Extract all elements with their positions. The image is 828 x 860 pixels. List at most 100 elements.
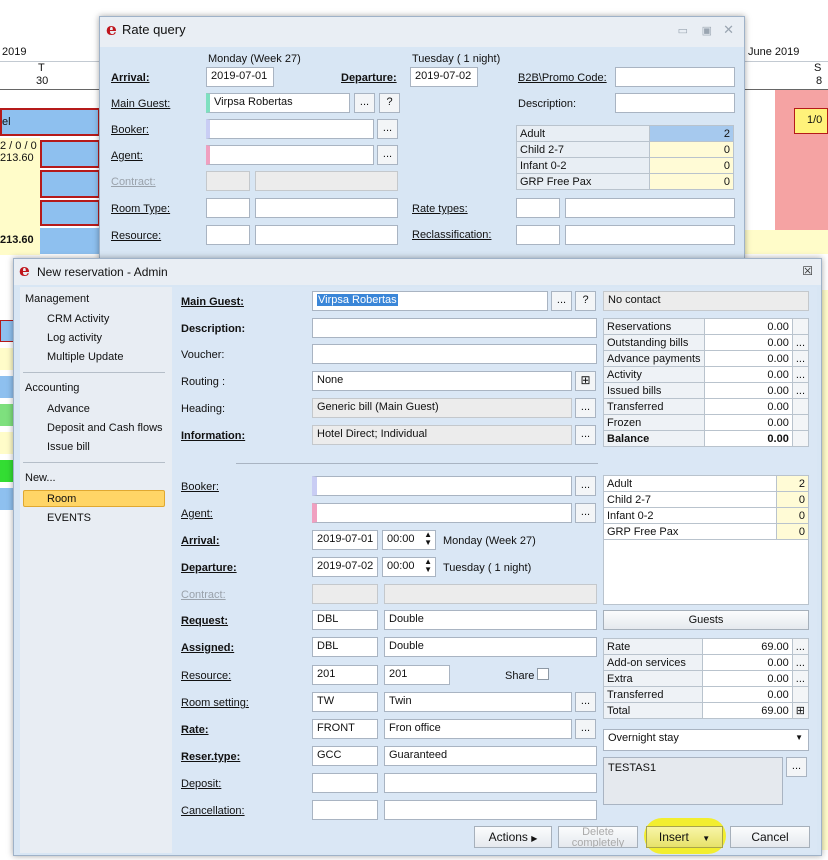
main-guest-help-button[interactable]: ?: [379, 93, 400, 113]
arrival-field[interactable]: 2019-07-01: [206, 67, 274, 87]
minimize-icon[interactable]: ▭: [677, 25, 688, 37]
reclassification-code-field[interactable]: [516, 225, 560, 245]
booker-field[interactable]: [206, 119, 374, 139]
departure-time-field[interactable]: 00:00 ▲ ▼: [382, 557, 436, 577]
resource-name-field[interactable]: [255, 225, 398, 245]
share-checkbox[interactable]: [537, 668, 549, 680]
pax-value[interactable]: 0: [649, 157, 734, 174]
close-icon[interactable]: ✕: [723, 22, 734, 37]
chevron-down-icon[interactable]: ▼: [795, 733, 803, 742]
assigned-name-field[interactable]: Double: [384, 637, 597, 657]
pax-value[interactable]: 0: [776, 491, 809, 508]
sidebar-item-issue-bill[interactable]: Issue bill: [47, 441, 90, 453]
insert-button[interactable]: Insert ▼: [646, 826, 723, 848]
maximize-icon[interactable]: ▣: [701, 25, 712, 37]
contract-code-field[interactable]: [206, 171, 250, 191]
assigned-code-field[interactable]: DBL: [312, 637, 378, 657]
actions-button[interactable]: Actions ▶: [474, 826, 552, 848]
balance-browse-button[interactable]: ...: [791, 350, 810, 367]
rate-types-code-field[interactable]: [516, 198, 560, 218]
planner-booking-tag[interactable]: 1/0: [794, 108, 828, 134]
pax-value[interactable]: 2: [776, 475, 809, 492]
planner-booking-cell[interactable]: 2 / 0 / 0 213.60 213.60: [0, 138, 40, 255]
delete-completely-button[interactable]: Delete completely: [558, 826, 638, 848]
routing-field[interactable]: None: [312, 371, 572, 391]
heading-browse-button[interactable]: ...: [575, 398, 596, 418]
main-guest-field[interactable]: Virpsa Robertas: [312, 291, 548, 311]
planner-booking-bar[interactable]: [40, 228, 100, 254]
pax-value[interactable]: 2: [649, 125, 734, 142]
pax-value[interactable]: 0: [776, 507, 809, 524]
balance-browse-button[interactable]: ...: [791, 334, 810, 351]
resource-code-field[interactable]: 201: [312, 665, 378, 685]
departure-field[interactable]: 2019-07-02: [410, 67, 478, 87]
information-field[interactable]: Hotel Direct; Individual: [312, 425, 572, 445]
cancellation-name-field[interactable]: [384, 800, 597, 820]
contact-field[interactable]: No contact: [603, 291, 809, 311]
price-browse-button[interactable]: ...: [791, 654, 810, 671]
arrival-date-field[interactable]: 2019-07-01: [312, 530, 378, 550]
close-icon[interactable]: ☒: [802, 264, 813, 278]
agent-browse-button[interactable]: ...: [377, 145, 398, 165]
room-type-name-field[interactable]: [255, 198, 398, 218]
arrival-time-field[interactable]: 00:00 ▲ ▼: [382, 530, 436, 550]
description-field[interactable]: [312, 318, 597, 338]
reclassification-name-field[interactable]: [565, 225, 735, 245]
balance-browse-button[interactable]: ...: [791, 382, 810, 399]
sidebar-item-advance[interactable]: Advance: [47, 403, 90, 415]
departure-date-field[interactable]: 2019-07-02: [312, 557, 378, 577]
sidebar-item-events[interactable]: EVENTS: [47, 512, 92, 524]
planner-booking-bar[interactable]: [40, 200, 100, 226]
main-guest-help-button[interactable]: ?: [575, 291, 596, 311]
room-setting-code-field[interactable]: TW: [312, 692, 378, 712]
agent-field[interactable]: [312, 503, 572, 523]
heading-field[interactable]: Generic bill (Main Guest): [312, 398, 572, 418]
room-setting-name-field[interactable]: Twin: [384, 692, 572, 712]
spinner-icon[interactable]: ▲ ▼: [424, 530, 432, 547]
resource-name-field[interactable]: 201: [384, 665, 450, 685]
guests-button[interactable]: Guests: [603, 610, 809, 630]
price-tree-icon[interactable]: ⊞: [791, 702, 810, 719]
agent-field[interactable]: [206, 145, 374, 165]
note-browse-button[interactable]: ...: [786, 757, 807, 777]
sidebar-item-multiple-update[interactable]: Multiple Update: [47, 351, 124, 363]
sidebar-item-room[interactable]: Room: [23, 490, 165, 507]
booker-browse-button[interactable]: ...: [575, 476, 596, 496]
planner-booking-bar[interactable]: [40, 140, 100, 168]
voucher-field[interactable]: [312, 344, 597, 364]
contract-name-field[interactable]: [384, 584, 597, 604]
resource-code-field[interactable]: [206, 225, 250, 245]
contract-code-field[interactable]: [312, 584, 378, 604]
planner-booking-bar[interactable]: el: [0, 108, 100, 136]
reser-type-code-field[interactable]: GCC: [312, 746, 378, 766]
cancellation-code-field[interactable]: [312, 800, 378, 820]
balance-browse-button[interactable]: ...: [791, 366, 810, 383]
sidebar-item-deposit[interactable]: Deposit and Cash flows: [47, 422, 163, 434]
sidebar-item-crm-activity[interactable]: CRM Activity: [47, 313, 110, 325]
note-field[interactable]: TESTAS1: [603, 757, 783, 805]
pax-value[interactable]: 0: [649, 173, 734, 190]
pax-value[interactable]: 0: [776, 523, 809, 540]
rate-code-field[interactable]: FRONT: [312, 719, 378, 739]
routing-tree-icon[interactable]: ⊞: [575, 371, 596, 391]
booker-browse-button[interactable]: ...: [377, 119, 398, 139]
deposit-name-field[interactable]: [384, 773, 597, 793]
rate-browse-button[interactable]: ...: [575, 719, 596, 739]
price-browse-button[interactable]: ...: [791, 670, 810, 687]
contract-name-field[interactable]: [255, 171, 398, 191]
spinner-icon[interactable]: ▲ ▼: [424, 557, 432, 574]
planner-booking-bar[interactable]: [40, 170, 100, 198]
request-code-field[interactable]: DBL: [312, 610, 378, 630]
description-field[interactable]: [615, 93, 735, 113]
room-setting-browse-button[interactable]: ...: [575, 692, 596, 712]
request-name-field[interactable]: Double: [384, 610, 597, 630]
room-type-code-field[interactable]: [206, 198, 250, 218]
booker-field[interactable]: [312, 476, 572, 496]
main-guest-browse-button[interactable]: ...: [551, 291, 572, 311]
sidebar-item-log-activity[interactable]: Log activity: [47, 332, 103, 344]
chevron-down-icon[interactable]: ▼: [702, 834, 711, 843]
agent-browse-button[interactable]: ...: [575, 503, 596, 523]
main-guest-field[interactable]: Virpsa Robertas: [206, 93, 350, 113]
deposit-code-field[interactable]: [312, 773, 378, 793]
main-guest-browse-button[interactable]: ...: [354, 93, 375, 113]
